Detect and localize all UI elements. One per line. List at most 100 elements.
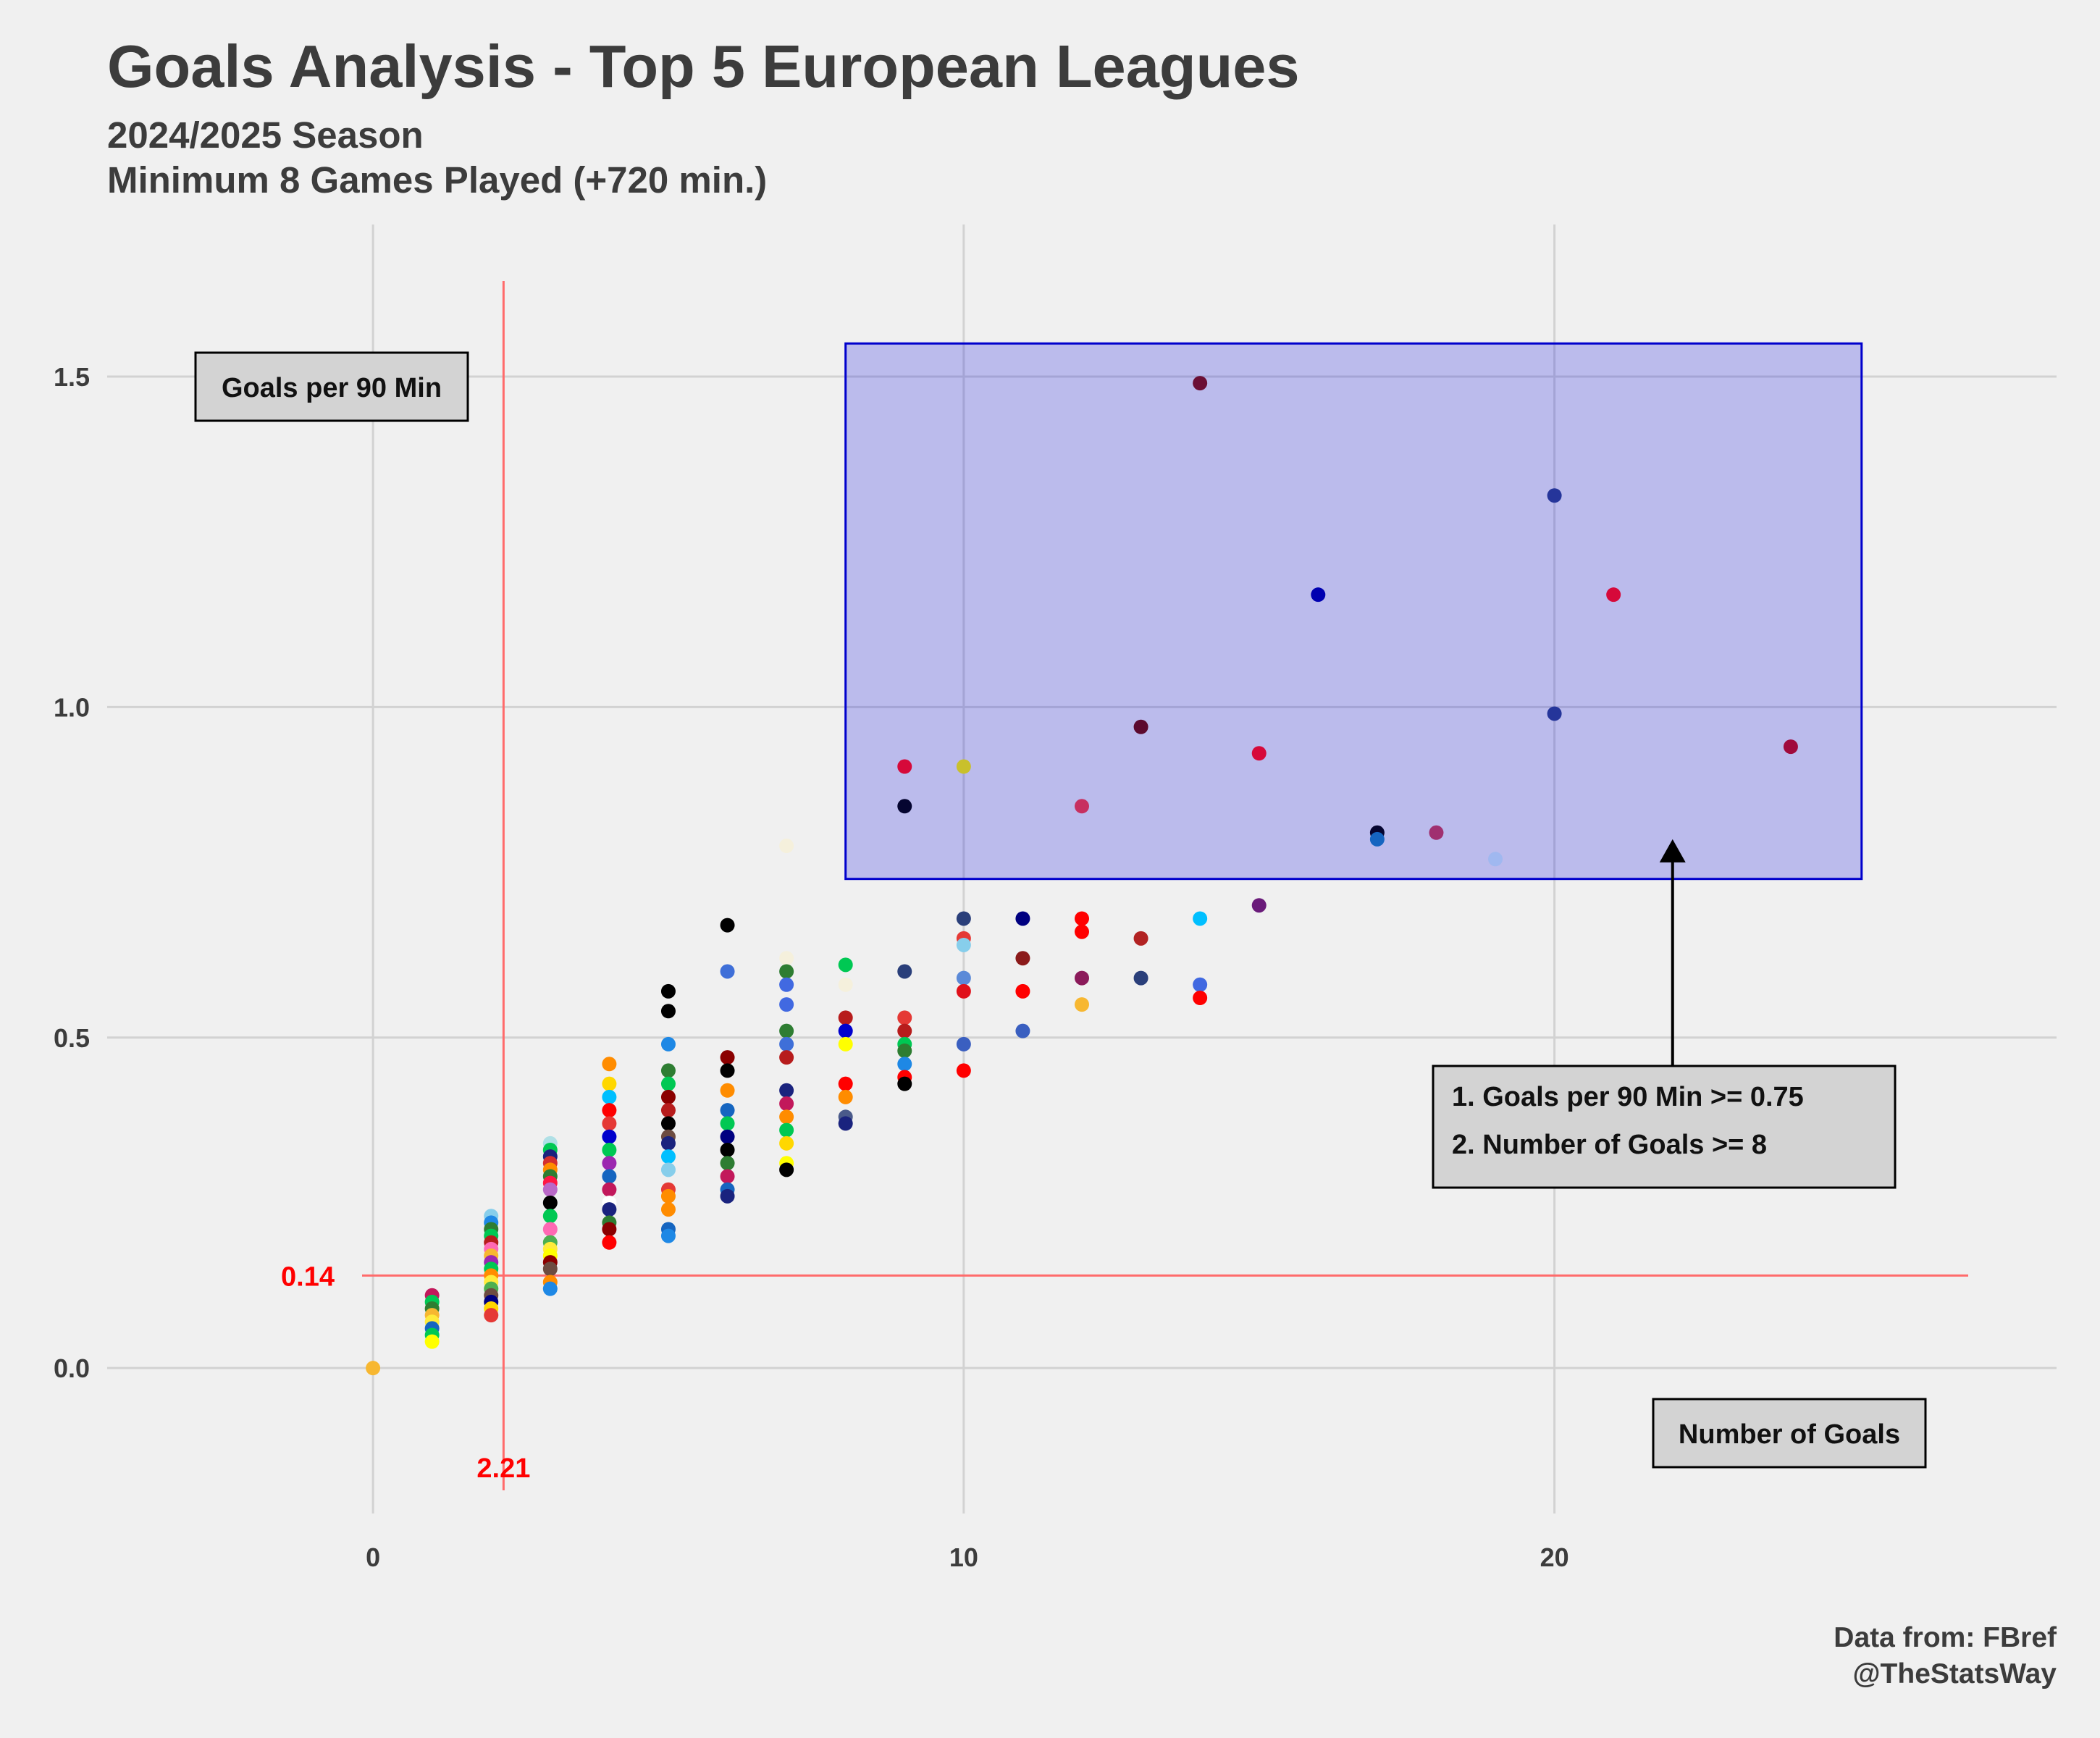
- data-point: [660, 1089, 676, 1104]
- criteria-line-1: 1. Goals per 90 Min >= 0.75: [1452, 1082, 1804, 1112]
- data-point: [602, 1169, 617, 1184]
- data-point: [956, 1036, 971, 1051]
- data-point: [602, 1089, 617, 1104]
- x-tick-label: 0: [366, 1542, 380, 1572]
- data-point: [897, 964, 912, 979]
- data-point: [897, 1023, 912, 1038]
- caption-handle: @TheStatsWay: [1852, 1658, 2057, 1689]
- y-tick-label: 0.5: [54, 1023, 90, 1053]
- data-point: [660, 1103, 676, 1118]
- data-point: [720, 1188, 735, 1204]
- data-point: [542, 1195, 558, 1210]
- data-point: [897, 1076, 912, 1091]
- data-point: [720, 1050, 735, 1065]
- mean-x-label: 2.21: [476, 1453, 530, 1484]
- data-point: [660, 1116, 676, 1131]
- data-point: [602, 1129, 617, 1144]
- data-point: [602, 1103, 617, 1118]
- chart-subtitle: 2024/2025 Season Minimum 8 Games Played …: [107, 113, 767, 203]
- data-point: [1075, 997, 1089, 1012]
- chart-title: Goals Analysis - Top 5 European Leagues: [107, 33, 1300, 100]
- data-point: [720, 1169, 735, 1184]
- data-point: [897, 1010, 912, 1025]
- data-point: [660, 1063, 676, 1078]
- data-point: [602, 1182, 617, 1197]
- data-point: [660, 1036, 676, 1051]
- data-point: [1488, 852, 1503, 867]
- data-point: [838, 1076, 853, 1091]
- data-point: [660, 1228, 676, 1243]
- data-point: [660, 1188, 676, 1204]
- data-point: [779, 839, 794, 854]
- data-point: [660, 1149, 676, 1164]
- data-point: [542, 1281, 558, 1296]
- data-point: [956, 983, 971, 999]
- data-point: [779, 1109, 794, 1125]
- data-point: [720, 1116, 735, 1131]
- subtitle-min-games: Minimum 8 Games Played (+720 min.): [107, 159, 768, 201]
- data-point: [779, 1050, 794, 1065]
- data-point: [366, 1361, 381, 1376]
- data-point: [838, 957, 853, 973]
- data-point: [897, 759, 912, 774]
- grid-lines: [107, 224, 2057, 1514]
- data-point: [779, 964, 794, 979]
- caption: Data from: FBref @TheStatsWay: [1834, 1620, 2057, 1692]
- data-point: [1015, 1023, 1030, 1038]
- data-point: [424, 1334, 440, 1349]
- data-point: [1606, 587, 1621, 603]
- data-point: [1075, 970, 1089, 986]
- data-point: [660, 1202, 676, 1217]
- y-tick-label: 1.0: [54, 692, 90, 722]
- xlabel-box: Number of Goals: [1652, 1398, 1927, 1469]
- axis-ticks: 0 10 20 0.0 0.5 1.0 1.5: [54, 362, 1569, 1572]
- criteria-arrow: [1659, 839, 1686, 1066]
- data-point: [838, 1036, 853, 1051]
- mean-y-label: 0.14: [281, 1261, 335, 1292]
- data-point: [956, 1063, 971, 1078]
- criteria-box: 1. Goals per 90 Min >= 0.75 2. Number of…: [1432, 1065, 1897, 1189]
- data-point: [602, 1222, 617, 1237]
- data-point: [1075, 911, 1089, 926]
- arrow-head: [1659, 839, 1686, 862]
- data-point: [779, 1083, 794, 1098]
- data-point: [720, 1129, 735, 1144]
- annotations: Goals per 90 Min Number of Goals 1. Goal…: [194, 351, 1927, 1469]
- data-point: [1133, 931, 1148, 946]
- data-point: [660, 983, 676, 999]
- data-point: [660, 1004, 676, 1019]
- ylabel-box: Goals per 90 Min: [194, 351, 469, 422]
- data-point: [956, 759, 971, 774]
- subtitle-season: 2024/2025 Season: [107, 114, 424, 156]
- data-point: [956, 937, 971, 952]
- highlight-region: [844, 342, 1863, 881]
- data-point: [720, 1103, 735, 1118]
- criteria-line-2: 2. Number of Goals >= 8: [1452, 1130, 1767, 1160]
- data-point: [1133, 970, 1148, 986]
- y-tick-label: 1.5: [54, 362, 90, 392]
- x-tick-label: 20: [1540, 1542, 1569, 1572]
- data-point: [1193, 376, 1208, 391]
- data-point: [720, 918, 735, 933]
- ylabel-text: Goals per 90 Min: [222, 373, 442, 403]
- data-point: [602, 1057, 617, 1072]
- data-point: [602, 1156, 617, 1171]
- data-point: [542, 1261, 558, 1277]
- data-point: [720, 1142, 735, 1157]
- data-point: [1075, 799, 1089, 814]
- data-point: [660, 1162, 676, 1177]
- data-point: [1311, 587, 1326, 603]
- data-point: [779, 951, 794, 966]
- data-point: [720, 1063, 735, 1078]
- reference-lines: 2.21 0.14: [281, 281, 1968, 1490]
- data-point: [720, 964, 735, 979]
- data-point: [660, 1135, 676, 1151]
- data-point: [956, 911, 971, 926]
- data-point: [838, 1116, 853, 1131]
- data-point: [838, 1010, 853, 1025]
- xlabel-text: Number of Goals: [1679, 1419, 1900, 1450]
- data-point: [897, 1057, 912, 1072]
- data-point: [779, 1036, 794, 1051]
- data-point: [1429, 825, 1444, 840]
